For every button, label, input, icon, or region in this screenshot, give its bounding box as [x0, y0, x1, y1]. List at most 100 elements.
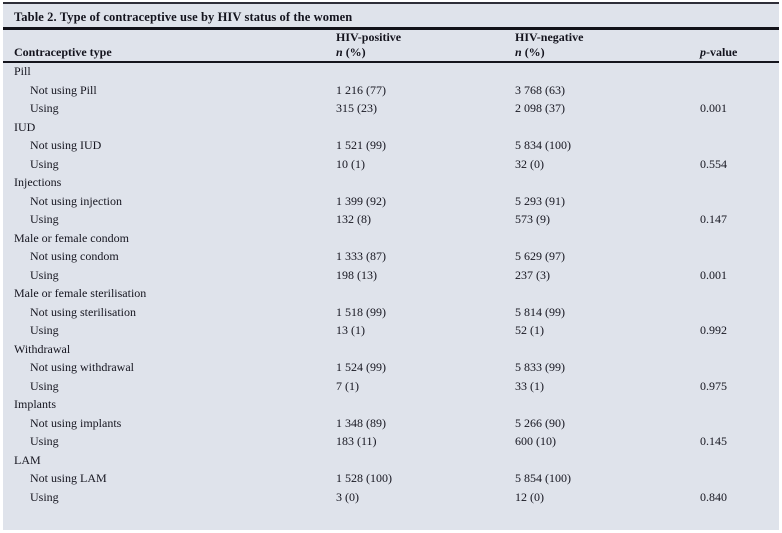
- hiv-positive-value: 132 (8): [336, 212, 371, 227]
- group-label: Injections: [14, 175, 62, 190]
- n-italic: n: [515, 44, 522, 59]
- group-label: Pill: [14, 64, 31, 79]
- table-body: Pill Not using Pill 1 216 (77) 3 768 (63) Us…: [3, 63, 779, 507]
- p-italic: p: [700, 44, 706, 59]
- n-italic: n: [336, 44, 343, 59]
- group-row: Male or female condom: [3, 229, 779, 248]
- group-row: LAM: [3, 451, 779, 470]
- hiv-negative-value: 12 (0): [515, 489, 544, 504]
- group-row: Withdrawal: [3, 340, 779, 359]
- hiv-negative-value: 5 629 (97): [515, 249, 565, 264]
- hiv-negative-value: 5 834 (100): [515, 138, 571, 153]
- group-label: LAM: [14, 452, 41, 467]
- row-label: Using: [30, 156, 59, 171]
- row-label: Not using sterilisation: [30, 304, 136, 319]
- row-label: Using: [30, 378, 59, 393]
- data-row: Not using sterilisation 1 518 (99) 5 814 (…: [3, 303, 779, 322]
- hiv-positive-value: 183 (11): [336, 434, 377, 449]
- hiv-negative-value: 5 293 (91): [515, 193, 565, 208]
- hiv-negative-value: 5 814 (99): [515, 304, 565, 319]
- hiv-positive-value: 1 521 (99): [336, 138, 386, 153]
- hiv-positive-value: 13 (1): [336, 323, 365, 338]
- row-label: Not using implants: [30, 415, 122, 430]
- hiv-positive-value: 3 (0): [336, 489, 359, 504]
- col-header-p-value: p-value: [700, 45, 779, 62]
- n-pct-label-positive: n (%): [336, 45, 515, 60]
- data-row: Using 10 (1) 32 (0) 0.554: [3, 155, 779, 174]
- hiv-positive-value: 1 348 (89): [336, 415, 386, 430]
- hiv-negative-value: 3 768 (63): [515, 82, 565, 97]
- group-row: Injections: [3, 174, 779, 193]
- col-header-hiv-positive: HIV-positive n (%): [336, 30, 515, 61]
- hiv-positive-value: 1 524 (99): [336, 360, 386, 375]
- group-label: IUD: [14, 119, 36, 134]
- row-label: Using: [30, 434, 59, 449]
- table-header-row: Contraceptive type HIV-positive n (%) HI…: [3, 30, 779, 61]
- col-header-hiv-negative: HIV-negative n (%): [515, 30, 700, 61]
- row-label: Not using IUD: [30, 138, 102, 153]
- data-row: Using 7 (1) 33 (1) 0.975: [3, 377, 779, 396]
- hiv-negative-value: 2 098 (37): [515, 101, 565, 116]
- group-row: Implants: [3, 396, 779, 415]
- hiv-positive-value: 1 333 (87): [336, 249, 386, 264]
- p-value: 0.975: [700, 378, 727, 393]
- data-row: Using 132 (8) 573 (9) 0.147: [3, 211, 779, 230]
- group-label: Male or female sterilisation: [14, 286, 147, 301]
- title-rule: [3, 27, 779, 30]
- col-header-contraceptive-type: Contraceptive type: [14, 44, 112, 59]
- hiv-positive-value: 1 518 (99): [336, 304, 386, 319]
- group-label: Implants: [14, 397, 56, 412]
- hiv-positive-value: 1 528 (100): [336, 471, 392, 486]
- data-row: Not using LAM 1 528 (100) 5 854 (100): [3, 470, 779, 489]
- group-row: Male or female sterilisation: [3, 285, 779, 304]
- header-rule: [3, 61, 779, 63]
- group-row: IUD: [3, 118, 779, 137]
- hiv-negative-value: 5 854 (100): [515, 471, 571, 486]
- data-row: Not using Pill 1 216 (77) 3 768 (63): [3, 81, 779, 100]
- data-row: Using 315 (23) 2 098 (37) 0.001: [3, 100, 779, 119]
- row-label: Not using LAM: [30, 471, 107, 486]
- hiv-positive-value: 198 (13): [336, 267, 377, 282]
- p-value: 0.992: [700, 323, 727, 338]
- hiv-positive-value: 315 (23): [336, 101, 377, 116]
- p-value: 0.145: [700, 434, 727, 449]
- n-rest: (%): [521, 44, 545, 59]
- row-label: Using: [30, 101, 59, 116]
- hiv-negative-value: 52 (1): [515, 323, 544, 338]
- p-value: 0.840: [700, 489, 727, 504]
- hiv-negative-label: HIV-negative: [515, 30, 584, 44]
- row-label: Using: [30, 212, 59, 227]
- group-label: Withdrawal: [14, 341, 71, 356]
- hiv-negative-value: 33 (1): [515, 378, 544, 393]
- data-row: Not using injection 1 399 (92) 5 293 (91): [3, 192, 779, 211]
- p-value: 0.554: [700, 156, 727, 171]
- hiv-positive-label: HIV-positive: [336, 30, 402, 44]
- hiv-negative-value: 5 266 (90): [515, 415, 565, 430]
- table-panel: Table 2. Type of contraceptive use by HI…: [3, 2, 779, 530]
- group-row: Pill: [3, 63, 779, 82]
- table-title: Table 2. Type of contraceptive use by HI…: [14, 10, 353, 24]
- p-rest: -value: [706, 44, 738, 59]
- row-label: Not using Pill: [30, 82, 97, 97]
- row-label: Using: [30, 323, 59, 338]
- row-label: Not using condom: [30, 249, 119, 264]
- hiv-negative-value: 600 (10): [515, 434, 556, 449]
- data-row: Not using condom 1 333 (87) 5 629 (97): [3, 248, 779, 267]
- hiv-negative-value: 237 (3): [515, 267, 550, 282]
- hiv-negative-value: 32 (0): [515, 156, 544, 171]
- data-row: Not using IUD 1 521 (99) 5 834 (100): [3, 137, 779, 156]
- group-label: Male or female condom: [14, 230, 129, 245]
- row-label: Using: [30, 489, 59, 504]
- hiv-positive-value: 7 (1): [336, 378, 359, 393]
- data-row: Not using withdrawal 1 524 (99) 5 833 (99): [3, 359, 779, 378]
- n-pct-label-negative: n (%): [515, 45, 700, 60]
- hiv-negative-value: 5 833 (99): [515, 360, 565, 375]
- row-label: Not using injection: [30, 193, 122, 208]
- data-row: Using 183 (11) 600 (10) 0.145: [3, 433, 779, 452]
- hiv-positive-value: 1 399 (92): [336, 193, 386, 208]
- n-rest: (%): [342, 44, 366, 59]
- data-row: Using 198 (13) 237 (3) 0.001: [3, 266, 779, 285]
- row-label: Not using withdrawal: [30, 360, 134, 375]
- p-value: 0.001: [700, 267, 727, 282]
